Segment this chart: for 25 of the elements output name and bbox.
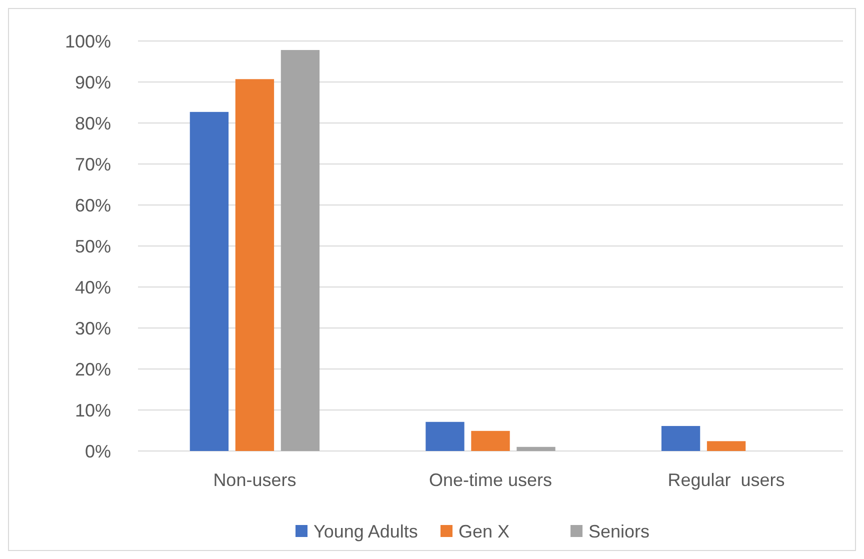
y-tick-label: 10% — [74, 400, 111, 420]
bar — [661, 426, 700, 451]
y-tick-label: 20% — [74, 359, 111, 380]
legend-label: Young Adults — [314, 521, 418, 542]
bar — [706, 441, 746, 451]
bar — [280, 50, 320, 451]
y-tick-label: 70% — [74, 154, 111, 174]
y-tick-label: 0% — [84, 441, 111, 462]
bar — [471, 430, 510, 451]
y-tick-label: 50% — [74, 236, 111, 256]
bar — [190, 112, 229, 451]
x-tick-label: One-time users — [428, 470, 552, 490]
bar — [235, 79, 274, 451]
y-tick-label: 30% — [74, 318, 111, 338]
y-tick-label: 80% — [74, 113, 111, 134]
y-tick-label: 40% — [74, 277, 111, 298]
y-tick-label: 90% — [74, 72, 111, 92]
x-tick-label: Non-users — [213, 470, 296, 490]
y-tick-label: 60% — [74, 195, 111, 216]
legend-label: Gen X — [458, 521, 510, 542]
bar — [516, 446, 556, 451]
bar — [426, 422, 464, 451]
x-tick-label: Regular users — [668, 470, 785, 490]
y-tick-label: 100% — [64, 31, 111, 52]
legend-label: Seniors — [588, 521, 650, 542]
